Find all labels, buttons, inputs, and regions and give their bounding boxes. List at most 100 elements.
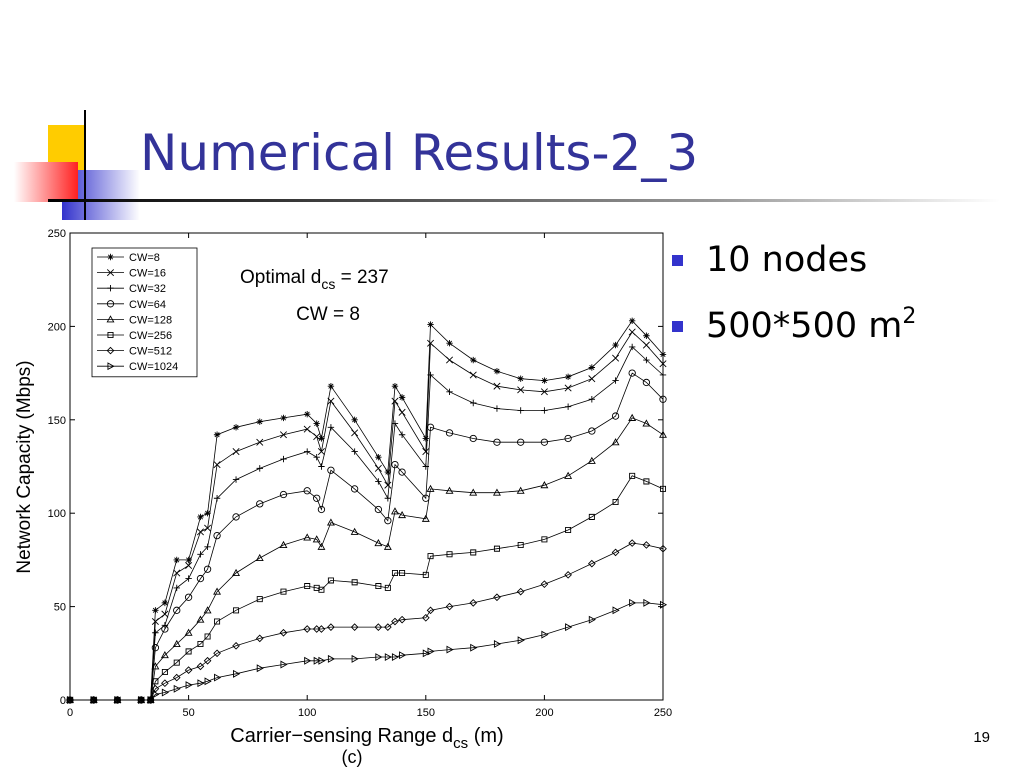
point	[184, 593, 193, 601]
point	[350, 623, 359, 631]
point	[611, 438, 620, 446]
x-tick-label: 0	[67, 707, 73, 719]
point	[493, 382, 501, 390]
point	[564, 373, 572, 381]
point	[233, 607, 240, 614]
point	[147, 696, 155, 704]
point	[643, 598, 651, 607]
point	[214, 673, 222, 682]
point	[398, 408, 406, 416]
point	[213, 649, 221, 658]
point	[152, 690, 160, 699]
point	[203, 565, 212, 573]
point	[317, 448, 325, 456]
point	[317, 625, 326, 633]
point	[327, 466, 335, 474]
point	[629, 472, 636, 479]
bullet-text: 10 nodes	[706, 240, 867, 280]
point	[280, 414, 287, 422]
point	[280, 660, 288, 669]
point	[384, 517, 392, 525]
point	[374, 538, 383, 547]
point	[204, 524, 212, 532]
point	[446, 356, 454, 364]
point	[628, 328, 636, 336]
point	[232, 424, 240, 431]
point	[152, 629, 159, 636]
point	[327, 424, 335, 431]
point	[384, 468, 392, 476]
point	[185, 575, 192, 582]
point	[312, 535, 321, 543]
point	[391, 460, 399, 469]
point	[313, 433, 321, 441]
point	[398, 510, 407, 519]
deco-red	[14, 162, 78, 202]
point	[172, 673, 181, 682]
point	[422, 448, 430, 456]
point	[565, 527, 572, 534]
point	[642, 419, 651, 427]
point	[279, 431, 287, 439]
point	[540, 388, 548, 396]
point	[351, 448, 358, 455]
point	[445, 486, 454, 494]
point	[383, 542, 392, 550]
point	[204, 677, 212, 686]
point	[565, 623, 573, 632]
point	[196, 574, 205, 583]
point	[612, 606, 620, 615]
bullet-marker	[672, 255, 683, 266]
point	[391, 382, 399, 390]
point	[390, 507, 399, 515]
point	[313, 453, 320, 461]
point	[642, 541, 651, 549]
y-tick-label: 100	[48, 508, 66, 520]
point	[304, 656, 312, 665]
legend-marker	[106, 269, 115, 277]
x-tick-label: 100	[298, 707, 316, 719]
point	[185, 648, 192, 655]
point	[564, 403, 572, 410]
point	[184, 628, 193, 636]
point	[564, 384, 572, 392]
point	[173, 569, 181, 577]
point	[256, 465, 263, 472]
point	[114, 696, 122, 704]
x-tick-label: 50	[182, 707, 194, 719]
point	[173, 606, 181, 614]
point	[317, 542, 326, 550]
point	[643, 356, 650, 364]
point	[351, 416, 358, 423]
point	[493, 405, 501, 412]
point	[173, 659, 180, 666]
y-tick-label: 150	[48, 415, 66, 427]
point	[255, 553, 264, 562]
point	[256, 596, 263, 603]
point	[304, 583, 311, 590]
point	[173, 584, 180, 592]
point	[326, 518, 335, 526]
point	[203, 606, 212, 614]
point	[351, 429, 359, 437]
legend-marker	[107, 285, 114, 292]
point	[152, 678, 159, 685]
point	[588, 364, 596, 371]
point	[398, 468, 406, 476]
series-line	[70, 542, 664, 701]
point	[612, 498, 619, 506]
point	[469, 371, 477, 379]
legend-box	[91, 247, 198, 378]
point	[185, 556, 192, 564]
point	[232, 568, 241, 576]
point	[391, 420, 399, 427]
bullet-sup: 2	[902, 304, 916, 329]
point	[540, 481, 549, 489]
x-label-sub: cs	[453, 735, 468, 752]
point	[611, 412, 620, 420]
point	[313, 656, 321, 665]
point	[588, 615, 596, 624]
legend-marker	[107, 253, 114, 261]
bullet-marker	[672, 321, 683, 332]
y-tick-label: 250	[48, 228, 66, 240]
